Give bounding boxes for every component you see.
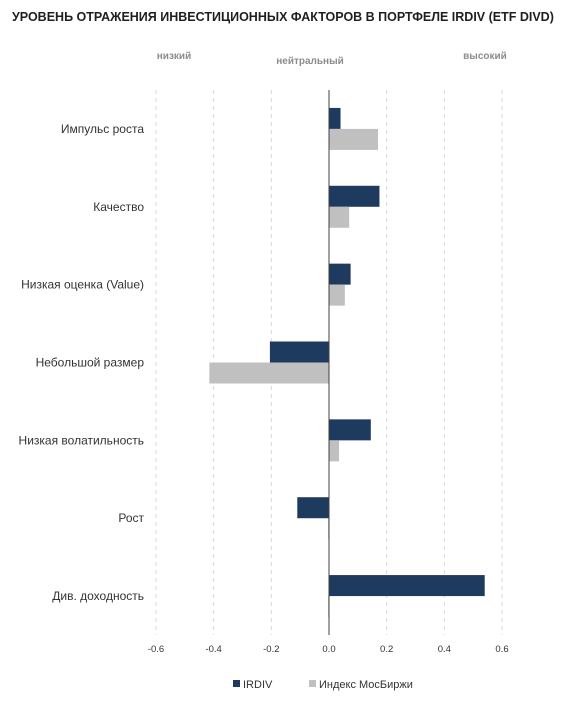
legend: IRDIV Индекс МосБиржи xyxy=(233,679,413,691)
bar-irdiv xyxy=(329,263,351,285)
legend-label: IRDIV xyxy=(243,679,273,691)
zone-label: нейтральный xyxy=(276,56,344,67)
category-label: Див. доходность xyxy=(52,589,144,603)
bar-irdiv xyxy=(329,107,341,129)
legend-label: Индекс МосБиржи xyxy=(319,679,413,691)
tick-label: -0.4 xyxy=(205,644,221,655)
chart-title: УРОВЕНЬ ОТРАЖЕНИЯ ИНВЕСТИЦИОННЫХ ФАКТОРО… xyxy=(12,10,554,24)
legend-swatch xyxy=(309,680,316,687)
x-tick-labels: -0.6 -0.4 -0.2 0.0 0.2 0.4 0.6 xyxy=(148,644,509,655)
bar-irdiv xyxy=(329,185,380,207)
grid-lines xyxy=(155,90,503,635)
category-labels: Импульс роста Качество Низкая оценка (Valu… xyxy=(19,122,145,603)
category-label: Низкая волатильность xyxy=(19,433,144,447)
bar-moex xyxy=(329,284,345,306)
category-label: Низкая оценка (Value) xyxy=(21,278,144,292)
tick-label: 0.6 xyxy=(495,644,508,655)
tick-label: 0.4 xyxy=(438,644,451,655)
bar-irdiv xyxy=(329,575,485,597)
bar-irdiv xyxy=(269,341,329,363)
category-label: Качество xyxy=(93,200,144,214)
bar-moex xyxy=(329,206,350,228)
category-label: Небольшой размер xyxy=(36,356,145,370)
tick-label: -0.2 xyxy=(263,644,279,655)
zone-label: низкий xyxy=(157,51,191,62)
bar-moex xyxy=(209,362,329,384)
bar-moex xyxy=(329,440,340,462)
zone-label: высокий xyxy=(463,51,507,62)
bar-irdiv xyxy=(297,497,329,519)
category-label: Рост xyxy=(118,511,144,525)
bars xyxy=(209,90,485,635)
bar-moex xyxy=(329,128,379,150)
legend-swatch xyxy=(233,680,240,687)
category-label: Импульс роста xyxy=(61,122,144,136)
bar-irdiv xyxy=(329,419,371,441)
tick-label: -0.6 xyxy=(148,644,164,655)
tick-label: 0.0 xyxy=(322,644,335,655)
tick-label: 0.2 xyxy=(380,644,393,655)
zone-labels: низкий нейтральный высокий xyxy=(157,51,507,67)
